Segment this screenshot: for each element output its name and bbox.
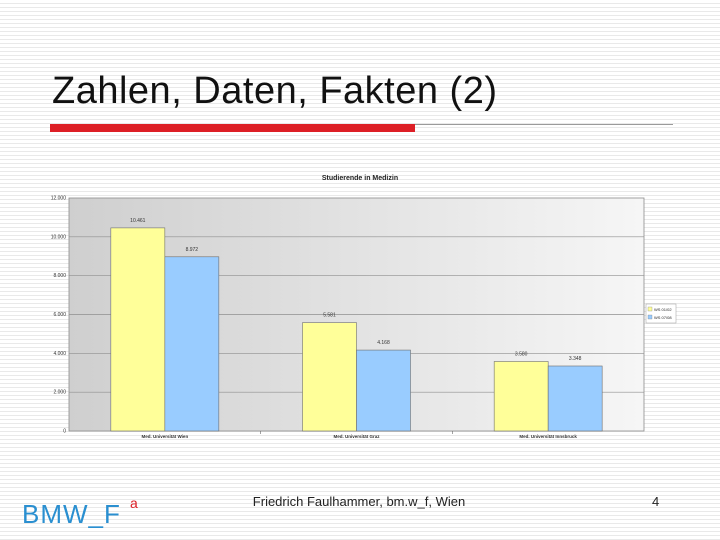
bmwf-logo: BMW_F a bbox=[20, 492, 140, 530]
y-tick-label: 8.000 bbox=[53, 273, 66, 279]
title-rule-accent bbox=[50, 124, 415, 132]
footer-text: Friedrich Faulhammer, bm.w_f, Wien bbox=[252, 494, 466, 509]
chart-legend: WS 01/02 WS 07/08 bbox=[645, 303, 677, 324]
y-tick-label: 10.000 bbox=[51, 234, 67, 240]
category-label: Med. Universität Innsbruck bbox=[519, 434, 577, 439]
bar bbox=[356, 349, 411, 432]
y-tick-label: 12.000 bbox=[51, 196, 67, 202]
bar bbox=[302, 322, 357, 432]
legend-box bbox=[645, 303, 677, 324]
legend-swatch bbox=[647, 314, 653, 320]
bar-value-label: 8.972 bbox=[186, 247, 199, 253]
logo-text: BMW_F bbox=[22, 499, 121, 529]
bar-value-label: 4.168 bbox=[377, 340, 390, 346]
bar-value-label: 5.581 bbox=[323, 313, 336, 319]
bar-value-label: 3.580 bbox=[515, 351, 528, 357]
bar bbox=[493, 361, 549, 432]
chart-title: Studierende in Medizin bbox=[322, 175, 398, 182]
y-tick-label: 4.000 bbox=[53, 351, 66, 357]
category-label: Med. Universität Wien bbox=[141, 434, 188, 439]
y-tick-label: 0 bbox=[63, 429, 66, 435]
bar-value-label: 3.348 bbox=[569, 356, 582, 362]
bar bbox=[164, 256, 220, 432]
legend-swatch bbox=[647, 306, 653, 312]
bar-chart: 0 2.000 4.000 6.000 8.000 10.000 12.000 10.461 8… bbox=[40, 165, 685, 450]
y-tick-label: 2.000 bbox=[53, 390, 66, 396]
bar-chart-svg: 0 2.000 4.000 6.000 8.000 10.000 12.000 10.461 8… bbox=[51, 175, 677, 439]
bar bbox=[547, 365, 603, 432]
bar-value-label: 10.461 bbox=[130, 218, 146, 224]
slide-title: Zahlen, Daten, Fakten (2) bbox=[52, 70, 498, 112]
logo-superscript: a bbox=[130, 495, 138, 511]
category-label: Med. Universität Graz bbox=[333, 434, 380, 439]
page-number: 4 bbox=[652, 494, 660, 509]
logo-svg: BMW_F a bbox=[22, 495, 138, 529]
legend-label: WS 07/08 bbox=[654, 315, 672, 320]
title-rule-line bbox=[415, 124, 673, 125]
bar bbox=[110, 227, 166, 432]
y-tick-label: 6.000 bbox=[53, 312, 66, 318]
legend-label: WS 01/02 bbox=[654, 307, 672, 312]
